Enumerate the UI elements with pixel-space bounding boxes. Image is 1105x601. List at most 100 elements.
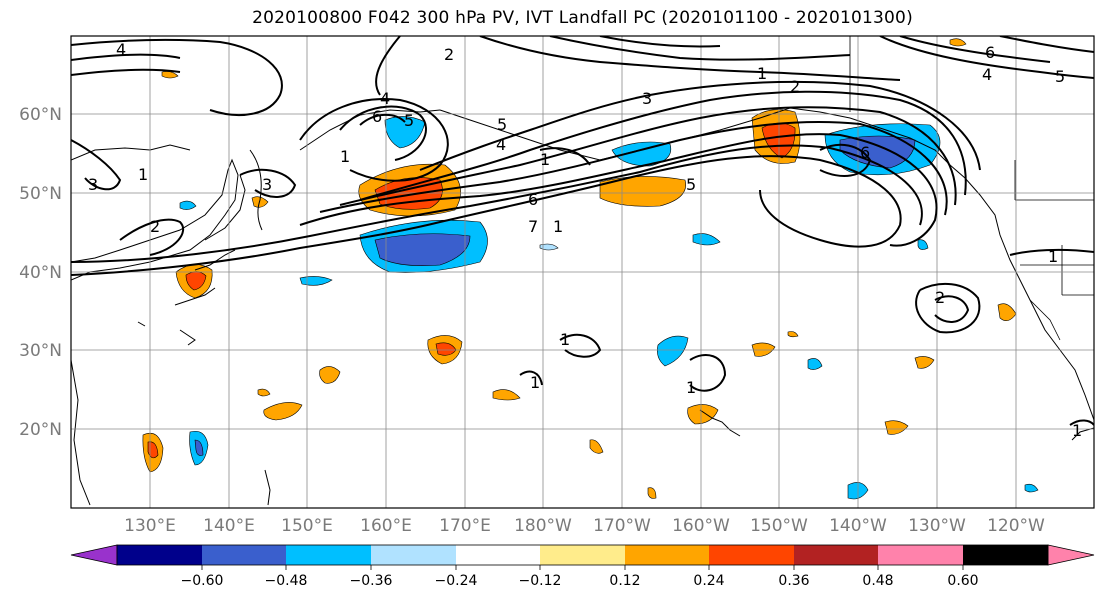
contour-label: 4 — [982, 65, 992, 84]
colorbar-tick-label: −0.36 — [350, 573, 393, 589]
positive-anomaly-region — [647, 487, 657, 499]
negative-anomaly-region — [384, 116, 426, 149]
colorbar-tick-label: −0.60 — [181, 573, 224, 589]
lon-label: 150°W — [750, 516, 808, 536]
lon-label: 140°E — [203, 516, 255, 536]
contour-label: 1 — [540, 150, 550, 169]
negative-anomaly-core — [374, 233, 471, 266]
political-borders — [849, 36, 1094, 341]
negative-anomaly-region — [657, 335, 689, 367]
positive-anomaly-region — [884, 420, 909, 435]
contour-label: 4 — [380, 89, 390, 108]
contour-label: 2 — [150, 217, 160, 236]
contour-label: 5 — [1055, 67, 1065, 86]
negative-anomaly-region — [299, 276, 333, 286]
contour-label: 6 — [528, 190, 538, 209]
contour-label: 5 — [404, 111, 414, 130]
positive-anomaly-region — [914, 356, 935, 369]
contour-label: 1 — [530, 373, 540, 392]
negative-anomaly-region — [179, 200, 197, 210]
contour-labels: 1 2 3 4 5 6 6 5 4 6 5 4 3 2 1 1 2 3 4 5 … — [88, 40, 1082, 440]
negative-anomaly-region — [611, 141, 672, 167]
longitude-labels: 130°E 140°E 150°E 160°E 170°E 180°W 170°… — [124, 516, 1045, 536]
colorbar-tick-label: −0.48 — [265, 573, 308, 589]
lon-label: 160°W — [672, 516, 730, 536]
contour-label: 1 — [1048, 247, 1058, 266]
colorbar-tick-label: −0.12 — [519, 573, 562, 589]
contour-label: 1 — [686, 378, 696, 397]
positive-anomaly-region — [263, 402, 303, 421]
lon-label: 180°W — [514, 516, 572, 536]
contour-label: 6 — [985, 43, 995, 62]
colorbar-segment — [540, 545, 625, 565]
lat-label: 50°N — [19, 184, 62, 204]
negative-anomaly-core — [839, 135, 916, 169]
positive-anomaly-region — [589, 439, 604, 454]
positive-anomaly-region — [319, 366, 341, 384]
coastlines — [71, 107, 1094, 506]
negative-anomaly-region — [1024, 483, 1039, 493]
colorbar-segment — [117, 545, 202, 565]
colorbar-tick-label: 0.36 — [778, 573, 809, 589]
colorbar: −0.60 −0.48 −0.36 −0.24 −0.12 0.12 0.24 … — [70, 544, 1095, 589]
colorbar-segment — [709, 545, 794, 565]
colorbar-tick-label: 0.48 — [862, 573, 893, 589]
negative-anomaly-region — [917, 239, 929, 250]
positive-anomaly-region — [257, 388, 271, 397]
lat-label: 20°N — [19, 420, 62, 440]
colorbar-extend-high — [1047, 544, 1095, 566]
contour-label: 4 — [496, 135, 506, 154]
negative-anomaly-region — [692, 233, 721, 246]
lon-label: 150°E — [281, 516, 333, 536]
lon-label: 130°E — [124, 516, 176, 536]
positive-anomaly-region — [949, 38, 967, 47]
contour-label: 1 — [1072, 421, 1082, 440]
positive-anomaly-region — [687, 404, 719, 425]
contour-label: 7 — [528, 217, 538, 236]
lon-label: 170°W — [593, 516, 651, 536]
lat-label: 60°N — [19, 105, 62, 125]
colorbar-tick-label: 0.24 — [693, 573, 724, 589]
contour-label: 6 — [860, 143, 870, 162]
latitude-labels: 60°N 50°N 40°N 30°N 20°N — [19, 105, 62, 440]
lat-label: 40°N — [19, 263, 62, 283]
colorbar-segment — [202, 545, 286, 565]
contour-label: 5 — [686, 175, 696, 194]
colorbar-segment — [878, 545, 963, 565]
colorbar-tick-label: 0.60 — [947, 573, 978, 589]
contour-label: 2 — [790, 77, 800, 96]
colorbar-segment — [286, 545, 371, 565]
map-title: 2020100800 F042 300 hPa PV, IVT Landfall… — [252, 8, 913, 28]
positive-anomaly-region — [492, 389, 521, 401]
colorbar-extend-low — [70, 544, 118, 566]
contour-label: 3 — [262, 175, 272, 194]
contour-label: 1 — [340, 147, 350, 166]
contour-label: 6 — [372, 107, 382, 126]
contour-label: 2 — [444, 45, 454, 64]
negative-anomaly-region — [807, 358, 823, 370]
lon-label: 140°W — [829, 516, 887, 536]
colorbar-segment — [456, 545, 540, 565]
negative-anomaly-core — [194, 439, 204, 456]
contour-label: 2 — [935, 288, 945, 307]
pc-shading — [142, 38, 1039, 500]
lat-label: 30°N — [19, 341, 62, 361]
colorbar-segment — [625, 545, 709, 565]
contour-label: 3 — [642, 89, 652, 108]
contour-label: 4 — [116, 40, 126, 59]
contour-label: 1 — [138, 165, 148, 184]
lon-label: 160°E — [360, 516, 412, 536]
positive-anomaly-region — [787, 331, 799, 338]
positive-anomaly-core — [147, 441, 159, 459]
contour-label: 1 — [553, 217, 563, 236]
colorbar-tick-label: 0.12 — [609, 573, 640, 589]
contour-label: 1 — [560, 330, 570, 349]
contour-label: 3 — [88, 175, 98, 194]
pv-contours — [71, 36, 1094, 426]
colorbar-tick-label: −0.24 — [435, 573, 478, 589]
lon-label: 130°W — [908, 516, 966, 536]
contour-label: 1 — [757, 64, 767, 83]
positive-anomaly-region — [251, 196, 269, 208]
colorbar-segment — [371, 545, 456, 565]
map-frame — [70, 35, 1095, 509]
